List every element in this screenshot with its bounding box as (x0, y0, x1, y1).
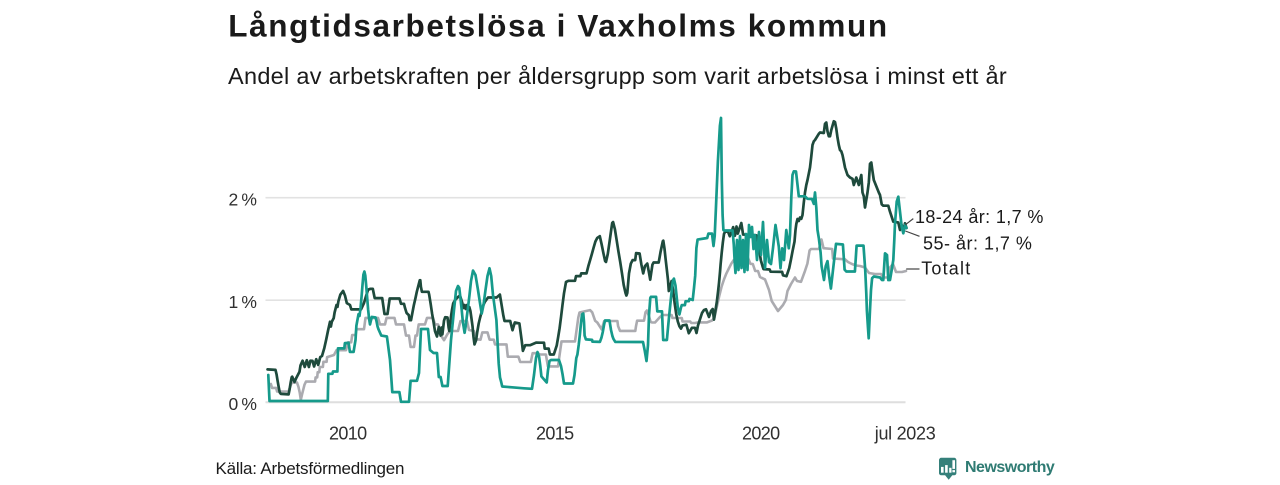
svg-text:Långtidsarbetslösa i Vaxholms: Långtidsarbetslösa i Vaxholms kommun (228, 7, 888, 43)
svg-text:2010: 2010 (329, 424, 367, 444)
svg-text:Källa: Arbetsförmedlingen: Källa: Arbetsförmedlingen (216, 459, 405, 478)
svg-text:Newsworthy: Newsworthy (965, 459, 1055, 476)
svg-text:55- år: 1,7 %: 55- år: 1,7 % (923, 234, 1032, 254)
svg-text:1 %: 1 % (229, 292, 257, 312)
svg-text:18-24 år: 1,7 %: 18-24 år: 1,7 % (915, 207, 1044, 227)
svg-text:2 %: 2 % (229, 190, 257, 210)
svg-text:Andel av arbetskraften per åld: Andel av arbetskraften per åldersgrupp s… (228, 63, 1007, 89)
svg-text:0 %: 0 % (229, 394, 257, 414)
svg-text:Totalt: Totalt (921, 258, 971, 278)
svg-text:2015: 2015 (536, 424, 574, 444)
svg-text:jul 2023: jul 2023 (874, 424, 936, 444)
svg-text:2020: 2020 (742, 424, 780, 444)
